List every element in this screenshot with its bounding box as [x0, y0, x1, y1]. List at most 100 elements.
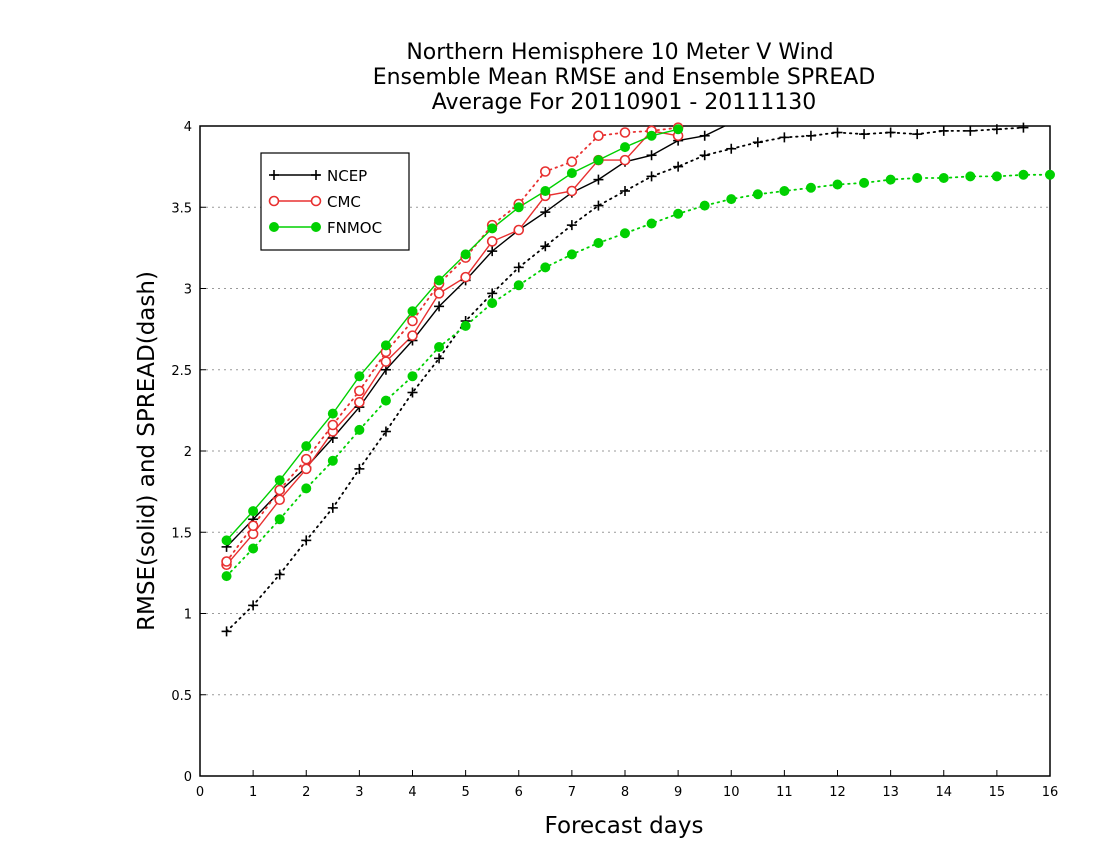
ncep-spread-point	[487, 288, 498, 299]
x-tick-label: 5	[461, 785, 469, 800]
fnmoc-spread-point	[327, 455, 338, 466]
ncep-spread-point	[221, 626, 232, 637]
x-tick-label: 15	[989, 785, 1006, 800]
fnmoc-spread-point	[912, 173, 923, 183]
ncep-spread-point	[885, 127, 896, 138]
fnmoc-rmse-point	[487, 223, 498, 234]
ncep-spread-point	[1018, 122, 1029, 133]
chart-title-line-2: Ensemble Mean RMSE and Ensemble SPREAD	[373, 65, 876, 90]
x-tick-label: 11	[776, 785, 793, 800]
fnmoc-spread-point	[1045, 169, 1055, 180]
cmc-rmse-point	[407, 330, 418, 341]
ncep-spread-point	[965, 125, 976, 136]
legend-cmc-marker	[310, 195, 322, 207]
fnmoc-rmse-point	[593, 155, 604, 166]
ncep-rmse-point	[487, 246, 498, 257]
cmc-spread-point	[300, 453, 312, 465]
y-tick-label: 1	[184, 608, 192, 623]
fnmoc-spread-line	[225, 173, 1050, 577]
fnmoc-spread-point	[646, 218, 657, 229]
cmc-rmse-point	[274, 494, 285, 506]
ncep-spread-point	[991, 124, 1002, 135]
fnmoc-rmse-point	[460, 249, 471, 260]
y-tick-label: 3	[184, 283, 192, 298]
x-tick-label: 10	[723, 785, 740, 800]
chart-title-line-3: Average For 20110901 - 20111130	[432, 90, 817, 115]
ncep-spread-point	[513, 262, 524, 273]
fnmoc-rmse-point	[620, 142, 630, 153]
fnmoc-rmse-point	[274, 475, 285, 486]
ncep-rmse-point	[646, 150, 657, 161]
y-tick-label: 3.5	[171, 201, 192, 216]
ncep-spread-point	[327, 502, 338, 513]
fnmoc-rmse-point	[221, 535, 232, 546]
y-tick-label: 1.5	[171, 526, 192, 541]
y-tick-label: 0.5	[171, 689, 192, 704]
fnmoc-spread-point	[274, 514, 285, 525]
x-tick-labels: 0 1 2 3 4 5 6 7 8 9 10 11 12 13 14 15 16	[196, 785, 1058, 800]
cmc-spread-point	[247, 520, 259, 532]
ncep-rmse-point	[434, 301, 445, 312]
legend-ncep-marker	[311, 170, 321, 180]
fnmoc-spread-point	[965, 171, 976, 182]
fnmoc-rmse-point	[248, 506, 259, 517]
fnmoc-rmse-point	[380, 340, 391, 351]
fnmoc-spread-point	[991, 171, 1002, 182]
cmc-spread-point	[354, 385, 365, 397]
ncep-spread-point	[699, 150, 710, 161]
ncep-spread-point	[354, 463, 365, 474]
ncep-spread-point	[779, 132, 790, 143]
ncep-spread-point	[301, 535, 312, 546]
cmc-spread-point	[540, 166, 551, 177]
fnmoc-spread-point	[221, 571, 232, 582]
fnmoc-spread-point	[566, 249, 577, 260]
fnmoc-spread-point	[513, 280, 524, 291]
fnmoc-spread-point	[354, 424, 365, 435]
fnmoc-spread-point	[938, 173, 949, 183]
y-tick-label: 2.5	[171, 364, 192, 379]
cmc-spread-point	[221, 556, 232, 567]
x-tick-label: 16	[1042, 785, 1059, 800]
fnmoc-spread-point	[832, 179, 843, 190]
x-tick-label: 12	[829, 785, 846, 800]
cmc-spread-point	[566, 156, 578, 168]
fnmoc-spread-point	[699, 200, 710, 211]
x-tick-label: 14	[935, 785, 952, 800]
x-tick-label: 13	[882, 785, 899, 800]
ncep-spread-point	[938, 125, 949, 136]
fnmoc-spread-point	[752, 189, 763, 200]
x-tick-label: 4	[408, 785, 416, 800]
fnmoc-rmse-point	[434, 275, 445, 286]
legend-ncep-marker	[269, 170, 279, 180]
fnmoc-spread-point	[593, 238, 604, 248]
fnmoc-rmse-point	[566, 168, 577, 179]
ncep-spread-point	[540, 241, 551, 252]
cmc-rmse-point	[380, 356, 392, 367]
ncep-spread-point	[673, 161, 684, 172]
y-tick-labels: 0 0.5 1 1.5 2 2.5 3 3.5 4	[171, 120, 192, 785]
fnmoc-rmse-point	[327, 408, 338, 419]
cmc-spread-point	[619, 127, 631, 138]
fnmoc-spread-point	[859, 177, 870, 188]
cmc-rmse-point	[513, 224, 525, 236]
ncep-spread-point	[912, 129, 923, 140]
ncep-rmse-point	[699, 130, 710, 141]
fnmoc-spread-point	[434, 342, 445, 352]
fnmoc-spread-point	[620, 228, 630, 239]
x-tick-label: 3	[355, 785, 363, 800]
legend-cmc-marker	[268, 195, 280, 207]
x-tick-label: 7	[568, 785, 576, 800]
cmc-spread-point	[593, 130, 604, 142]
fnmoc-rmse-point	[646, 130, 657, 141]
ncep-spread-point	[274, 569, 285, 580]
legend-box	[260, 152, 410, 251]
fnmoc-rmse-point	[673, 124, 684, 135]
ncep-spread-point	[380, 426, 391, 437]
legend-cmc-label: CMC	[327, 193, 361, 211]
series-markers	[221, 122, 1055, 637]
chart-title-line-1: Northern Hemisphere 10 Meter V Wind	[406, 40, 833, 65]
legend: NCEP CMC FNMOC	[260, 152, 410, 251]
ncep-spread-point	[646, 171, 657, 182]
x-tick-label: 9	[674, 785, 682, 800]
